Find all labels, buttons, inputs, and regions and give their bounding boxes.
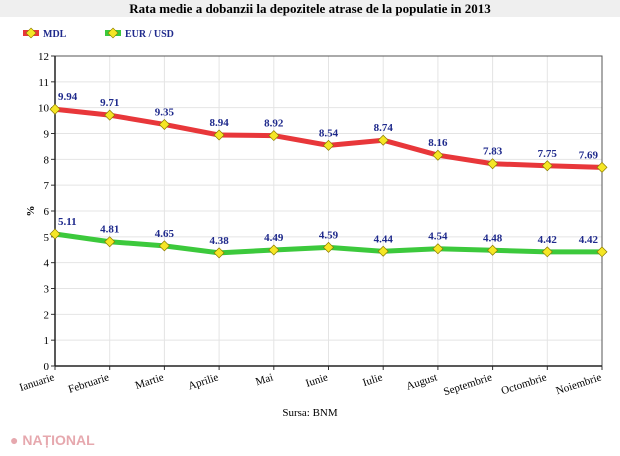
- data-label: 7.83: [483, 146, 503, 158]
- x-tick-label: Ianuarie: [18, 371, 56, 394]
- data-label: 4.44: [374, 233, 394, 245]
- x-tick-label: Martie: [134, 371, 166, 392]
- data-label: 4.48: [483, 232, 503, 244]
- x-tick-label: Octombrie: [500, 371, 549, 397]
- y-tick-label: 1: [44, 335, 50, 347]
- data-point: [377, 245, 389, 257]
- data-label: 4.42: [538, 234, 558, 246]
- x-tick-label: Februarie: [67, 371, 111, 395]
- y-tick-label: 5: [44, 232, 50, 244]
- data-point: [213, 247, 225, 259]
- data-label: 9.94: [58, 91, 78, 103]
- data-point: [158, 240, 170, 252]
- y-axis-label: %: [25, 206, 37, 217]
- data-point: [104, 236, 116, 248]
- data-point: [158, 118, 170, 130]
- y-tick-label: 8: [44, 154, 50, 166]
- data-label: 4.65: [155, 228, 175, 240]
- data-label: 4.59: [319, 229, 339, 241]
- data-label: 8.54: [319, 127, 339, 139]
- legend-marker: [107, 27, 119, 39]
- data-point: [49, 228, 61, 240]
- y-tick-label: 0: [44, 361, 50, 373]
- y-tick-label: 7: [44, 180, 50, 192]
- data-point: [323, 241, 334, 253]
- y-tick-label: 12: [38, 51, 49, 63]
- x-tick-label: Iulie: [361, 371, 384, 389]
- y-tick-label: 11: [38, 77, 49, 89]
- data-point: [268, 244, 280, 256]
- data-label: 5.11: [58, 216, 77, 228]
- data-label: 4.49: [264, 232, 284, 244]
- x-tick-label: Septembrie: [442, 371, 493, 398]
- data-point: [432, 243, 444, 255]
- y-tick-label: 6: [44, 206, 50, 218]
- data-point: [596, 246, 608, 258]
- x-tick-label: August: [405, 371, 439, 392]
- data-label: 4.81: [100, 224, 119, 236]
- data-label: 7.75: [538, 148, 558, 160]
- chart-title: Rata medie a dobanzii la depozitele atra…: [0, 0, 620, 17]
- data-point: [541, 246, 553, 258]
- data-point: [49, 103, 61, 115]
- x-tick-label: Mai: [254, 371, 275, 388]
- data-label: 8.94: [209, 117, 229, 129]
- data-label: 9.71: [100, 97, 119, 109]
- legend-label: MDL: [43, 29, 67, 40]
- chart-source: Sursa: BNM: [282, 407, 338, 419]
- data-label: 8.92: [264, 118, 284, 130]
- x-tick-label: Iunie: [304, 371, 329, 389]
- data-label: 9.35: [155, 106, 175, 118]
- data-point: [268, 130, 280, 142]
- data-label: 4.38: [209, 235, 229, 247]
- data-point: [596, 161, 608, 173]
- data-point: [323, 139, 334, 151]
- x-tick-label: Noiembrie: [554, 371, 603, 397]
- data-point: [432, 149, 444, 161]
- data-label: 7.69: [579, 149, 599, 161]
- data-label: 4.54: [428, 231, 448, 243]
- y-tick-label: 3: [44, 284, 50, 296]
- y-tick-label: 4: [44, 258, 50, 270]
- national-logo: ● NAȚIONAL: [10, 432, 95, 448]
- data-point: [213, 129, 225, 141]
- legend-marker: [25, 27, 37, 39]
- data-label: 8.74: [374, 122, 394, 134]
- data-point: [487, 244, 499, 256]
- data-point: [487, 158, 499, 170]
- data-point: [104, 109, 116, 121]
- data-point: [541, 160, 553, 172]
- legend-label: EUR / USD: [125, 29, 174, 40]
- data-label: 4.42: [579, 234, 599, 246]
- data-point: [377, 134, 389, 146]
- y-tick-label: 9: [44, 129, 50, 141]
- x-tick-label: Aprilie: [187, 371, 220, 392]
- y-tick-label: 2: [44, 309, 50, 321]
- data-label: 8.16: [428, 137, 448, 149]
- y-tick-label: 10: [38, 103, 50, 115]
